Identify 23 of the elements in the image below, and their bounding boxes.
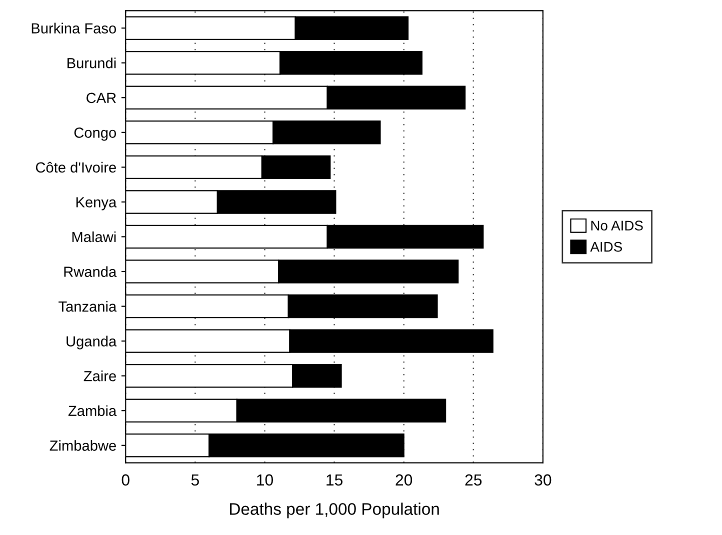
y-tick-label: Côte d'Ivoire [36,162,116,173]
y-tick-label: Congo [74,128,116,141]
x-tick-label: 5 [191,474,199,486]
legend-label: No AIDS [591,220,643,231]
x-axis-title: Deaths per 1,000 Population [230,502,439,518]
y-tick-label: Malawi [72,231,116,242]
x-tick-label: 20 [396,474,412,486]
y-tick-label: Zaire [84,370,116,382]
legend-label: AIDS [590,242,622,252]
y-tick-label: Uganda [66,336,117,350]
y-tick-label: Burkina Faso [32,22,116,34]
y-tick-label: Tanzania [58,301,117,312]
x-tick-label: 10 [257,474,273,486]
x-tick-label: 0 [122,474,130,486]
y-tick-label: Burundi [68,58,116,68]
y-tick-label: Rwanda [64,266,117,277]
x-tick-label: 15 [326,474,342,486]
y-tick-label: CAR [86,92,116,104]
x-tick-label: 30 [534,474,552,486]
y-tick-label: Zambia [68,405,117,416]
x-tick-label: 25 [465,474,482,486]
y-tick-label: Kenya [76,197,117,210]
y-tick-label: Zimbabwe [50,440,116,451]
